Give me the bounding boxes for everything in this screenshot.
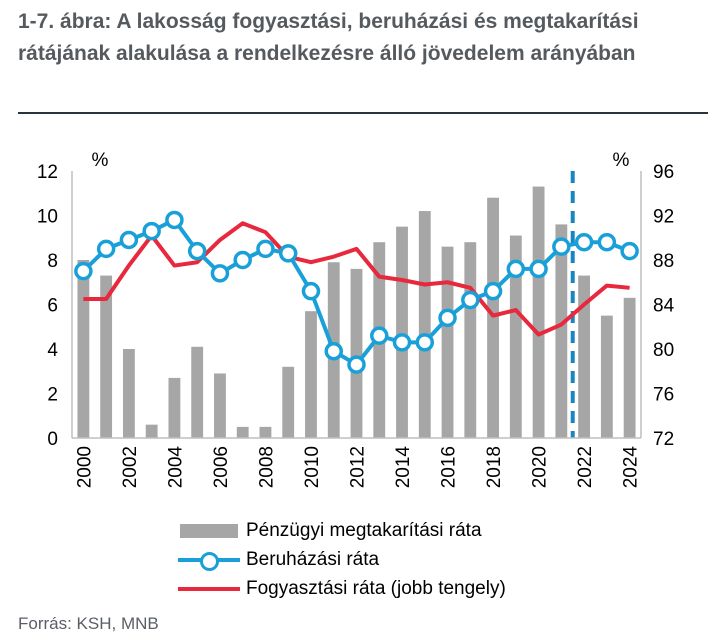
right-tick-label: 96 xyxy=(653,162,674,183)
bar-savings xyxy=(259,426,272,438)
x-tick-label: 2016 xyxy=(439,446,460,488)
x-tick-label: 2022 xyxy=(575,446,596,488)
point-investment xyxy=(574,232,594,252)
right-axis-unit: % xyxy=(613,150,630,171)
legend-label-investment: Beruházási ráta xyxy=(246,548,380,570)
bar-savings xyxy=(464,242,477,438)
bar-savings xyxy=(600,315,613,438)
x-tick-label: 2012 xyxy=(348,446,369,488)
x-tick-label: 2014 xyxy=(393,446,414,489)
right-tick-label: 80 xyxy=(653,340,674,361)
left-axis-unit: % xyxy=(92,150,109,171)
chart-title: 1-7. ábra: A lakosság fogyasztási, beruh… xyxy=(18,10,639,65)
left-tick-label: 4 xyxy=(47,340,58,361)
point-investment xyxy=(597,232,617,252)
bar-savings xyxy=(487,197,499,438)
bar-savings xyxy=(509,235,522,438)
x-tick-label: 2020 xyxy=(530,446,551,488)
bar-savings xyxy=(191,346,204,438)
bar-savings xyxy=(282,366,295,438)
bar-savings xyxy=(214,373,226,438)
point-investment xyxy=(187,241,207,261)
point-investment xyxy=(461,290,480,310)
bar-savings xyxy=(418,211,431,438)
x-tick-label: 2002 xyxy=(120,446,141,488)
legend-label-consumption: Fogyasztási ráta (jobb tengely) xyxy=(246,577,506,599)
bar-savings xyxy=(532,186,545,438)
point-investment xyxy=(256,239,275,259)
legend-item-consumption: Fogyasztási ráta (jobb tengely) xyxy=(178,574,506,603)
legend-line-marker-swatch xyxy=(178,550,240,571)
bar-savings xyxy=(305,311,317,438)
point-investment xyxy=(74,261,93,281)
left-tick-label: 8 xyxy=(47,251,58,272)
bar-savings xyxy=(555,224,568,438)
bar-savings xyxy=(77,260,90,438)
point-investment xyxy=(233,250,252,270)
legend-label-savings: Pénzügyi megtakarítási ráta xyxy=(246,519,482,541)
bar-savings xyxy=(441,246,454,438)
bar-savings xyxy=(578,275,591,438)
legend-line-swatch xyxy=(178,579,240,599)
right-tick-label: 76 xyxy=(653,385,674,406)
point-investment xyxy=(552,237,571,256)
x-tick-label: 2004 xyxy=(165,446,186,489)
x-tick-label: 2024 xyxy=(621,446,642,489)
left-tick-label: 10 xyxy=(37,207,58,228)
point-investment xyxy=(119,230,139,250)
bar-savings xyxy=(145,424,158,438)
right-tick-label: 72 xyxy=(653,429,674,450)
point-investment xyxy=(370,326,389,345)
bar-savings xyxy=(100,275,113,438)
point-investment xyxy=(142,221,161,241)
bar-savings xyxy=(168,377,181,438)
left-tick-label: 12 xyxy=(37,162,58,183)
left-tick-label: 0 xyxy=(47,429,58,450)
legend-item-savings: Pénzügyi megtakarítási ráta xyxy=(178,516,506,545)
bar-savings xyxy=(122,349,135,438)
point-investment xyxy=(392,333,412,352)
right-tick-label: 84 xyxy=(653,296,675,317)
legend: Pénzügyi megtakarítási ráta Beruházási r… xyxy=(178,516,506,603)
point-investment xyxy=(96,239,116,259)
point-investment xyxy=(529,259,548,279)
point-investment xyxy=(506,259,526,279)
right-tick-label: 88 xyxy=(653,251,674,272)
x-tick-label: 2010 xyxy=(302,446,323,488)
x-tick-label: 2008 xyxy=(256,446,277,488)
bar-savings xyxy=(236,426,249,438)
point-investment xyxy=(415,333,435,352)
x-tick-label: 2006 xyxy=(211,446,232,488)
legend-item-investment: Beruházási ráta xyxy=(178,545,506,574)
point-investment xyxy=(438,308,457,328)
point-investment xyxy=(165,210,184,230)
bar-savings xyxy=(623,297,636,438)
point-investment xyxy=(301,281,321,301)
series-line-consumption xyxy=(83,221,630,337)
right-tick-label: 92 xyxy=(653,207,674,228)
point-investment xyxy=(324,341,343,361)
left-tick-label: 6 xyxy=(47,296,58,317)
x-tick-label: 2000 xyxy=(74,446,95,488)
point-investment xyxy=(278,244,298,263)
point-investment xyxy=(210,264,230,283)
x-tick-label: 2018 xyxy=(484,446,505,488)
point-investment xyxy=(483,281,503,301)
point-investment xyxy=(347,355,366,374)
legend-bar-swatch xyxy=(178,521,240,541)
title-divider xyxy=(18,112,708,114)
source-note: Forrás: KSH, MNB xyxy=(18,614,159,633)
left-tick-label: 2 xyxy=(47,385,58,406)
bar-savings xyxy=(396,226,408,438)
bar-savings xyxy=(350,268,363,438)
point-investment xyxy=(620,241,639,261)
